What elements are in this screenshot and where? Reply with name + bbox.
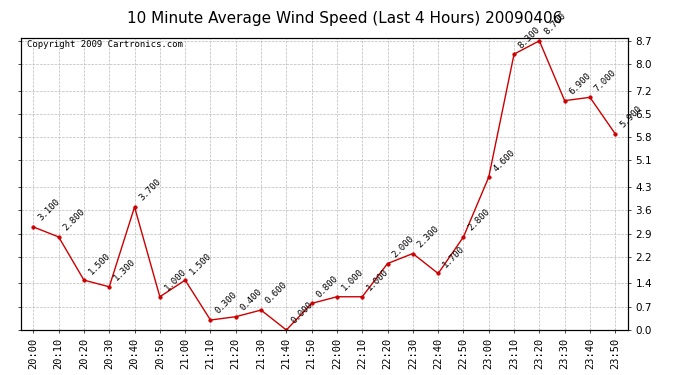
Text: 0.400: 0.400 [239, 287, 264, 312]
Text: 8.700: 8.700 [542, 11, 567, 37]
Text: 8.300: 8.300 [517, 25, 542, 50]
Text: 2.800: 2.800 [466, 207, 491, 233]
Text: 1.000: 1.000 [365, 267, 391, 292]
Text: 7.000: 7.000 [593, 68, 618, 93]
Text: 2.800: 2.800 [61, 207, 87, 233]
Text: 5.900: 5.900 [618, 104, 643, 130]
Text: 2.300: 2.300 [415, 224, 441, 249]
Text: 0.000: 0.000 [289, 300, 315, 326]
Text: Copyright 2009 Cartronics.com: Copyright 2009 Cartronics.com [27, 40, 183, 50]
Text: 0.600: 0.600 [264, 280, 289, 306]
Text: 4.600: 4.600 [491, 148, 517, 173]
Text: 1.000: 1.000 [163, 267, 188, 292]
Text: 1.700: 1.700 [441, 244, 466, 269]
Text: 1.000: 1.000 [339, 267, 365, 292]
Text: 2.000: 2.000 [391, 234, 415, 260]
Text: 3.100: 3.100 [36, 197, 61, 223]
Text: 0.300: 0.300 [213, 291, 239, 316]
Text: 1.500: 1.500 [188, 251, 213, 276]
Text: 0.800: 0.800 [315, 274, 339, 299]
Text: 1.300: 1.300 [112, 257, 137, 283]
Text: 1.500: 1.500 [87, 251, 112, 276]
Text: 3.700: 3.700 [137, 177, 163, 203]
Text: 6.900: 6.900 [567, 71, 593, 96]
Text: 10 Minute Average Wind Speed (Last 4 Hours) 20090406: 10 Minute Average Wind Speed (Last 4 Hou… [128, 11, 562, 26]
